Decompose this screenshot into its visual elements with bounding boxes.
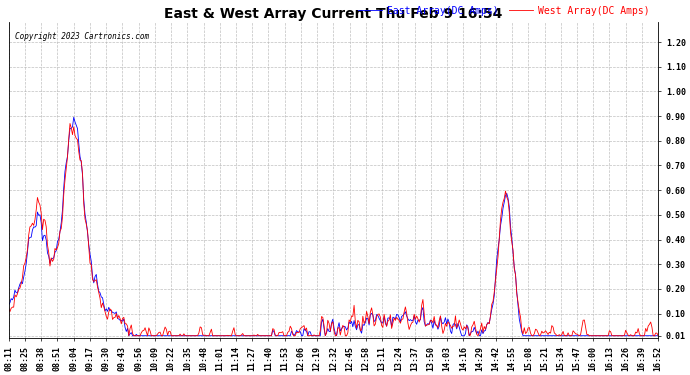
East Array(DC Amps) xyxy=(5,302,13,307)
East Array(DC Amps) xyxy=(22,261,30,266)
West Array(DC Amps) xyxy=(582,325,590,329)
Title: East & West Array Current Thu Feb 9 16:54: East & West Array Current Thu Feb 9 16:5… xyxy=(164,7,502,21)
East Array(DC Amps) xyxy=(83,230,92,235)
East Array(DC Amps) xyxy=(582,333,590,338)
East Array(DC Amps) xyxy=(184,333,192,338)
West Array(DC Amps) xyxy=(524,326,532,330)
East Array(DC Amps) xyxy=(524,333,532,338)
West Array(DC Amps) xyxy=(83,228,92,233)
West Array(DC Amps) xyxy=(654,333,662,338)
Legend: East Array(DC Amps), West Array(DC Amps): East Array(DC Amps), West Array(DC Amps) xyxy=(354,2,653,20)
East Array(DC Amps) xyxy=(515,317,524,321)
West Array(DC Amps) xyxy=(22,255,30,260)
East Array(DC Amps) xyxy=(125,333,133,338)
East Array(DC Amps) xyxy=(70,115,78,120)
East Array(DC Amps) xyxy=(654,333,662,338)
West Array(DC Amps) xyxy=(515,309,524,313)
Line: West Array(DC Amps): West Array(DC Amps) xyxy=(9,123,658,336)
Line: East Array(DC Amps): East Array(DC Amps) xyxy=(9,117,658,336)
Text: Copyright 2023 Cartronics.com: Copyright 2023 Cartronics.com xyxy=(15,32,149,41)
West Array(DC Amps) xyxy=(184,333,192,338)
West Array(DC Amps) xyxy=(125,333,133,338)
West Array(DC Amps) xyxy=(66,121,74,126)
West Array(DC Amps) xyxy=(5,306,13,310)
